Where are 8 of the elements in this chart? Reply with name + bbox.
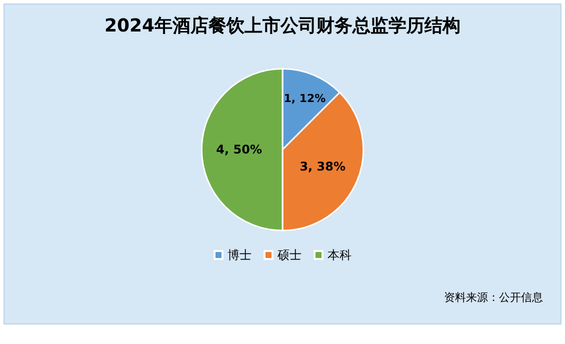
legend-label: 博士 (228, 248, 252, 262)
legend-label: 硕士 (276, 248, 302, 262)
data-label: 1, 12% (284, 92, 326, 105)
chart-title: 2024年酒店餐饮上市公司财务总监学历结构 (104, 16, 461, 36)
text: 资料来源：公开信息 (444, 291, 543, 304)
legend-label: 本科 (328, 248, 352, 262)
data-label: 3, 38% (300, 159, 346, 174)
data-label: 4, 50% (216, 142, 262, 157)
